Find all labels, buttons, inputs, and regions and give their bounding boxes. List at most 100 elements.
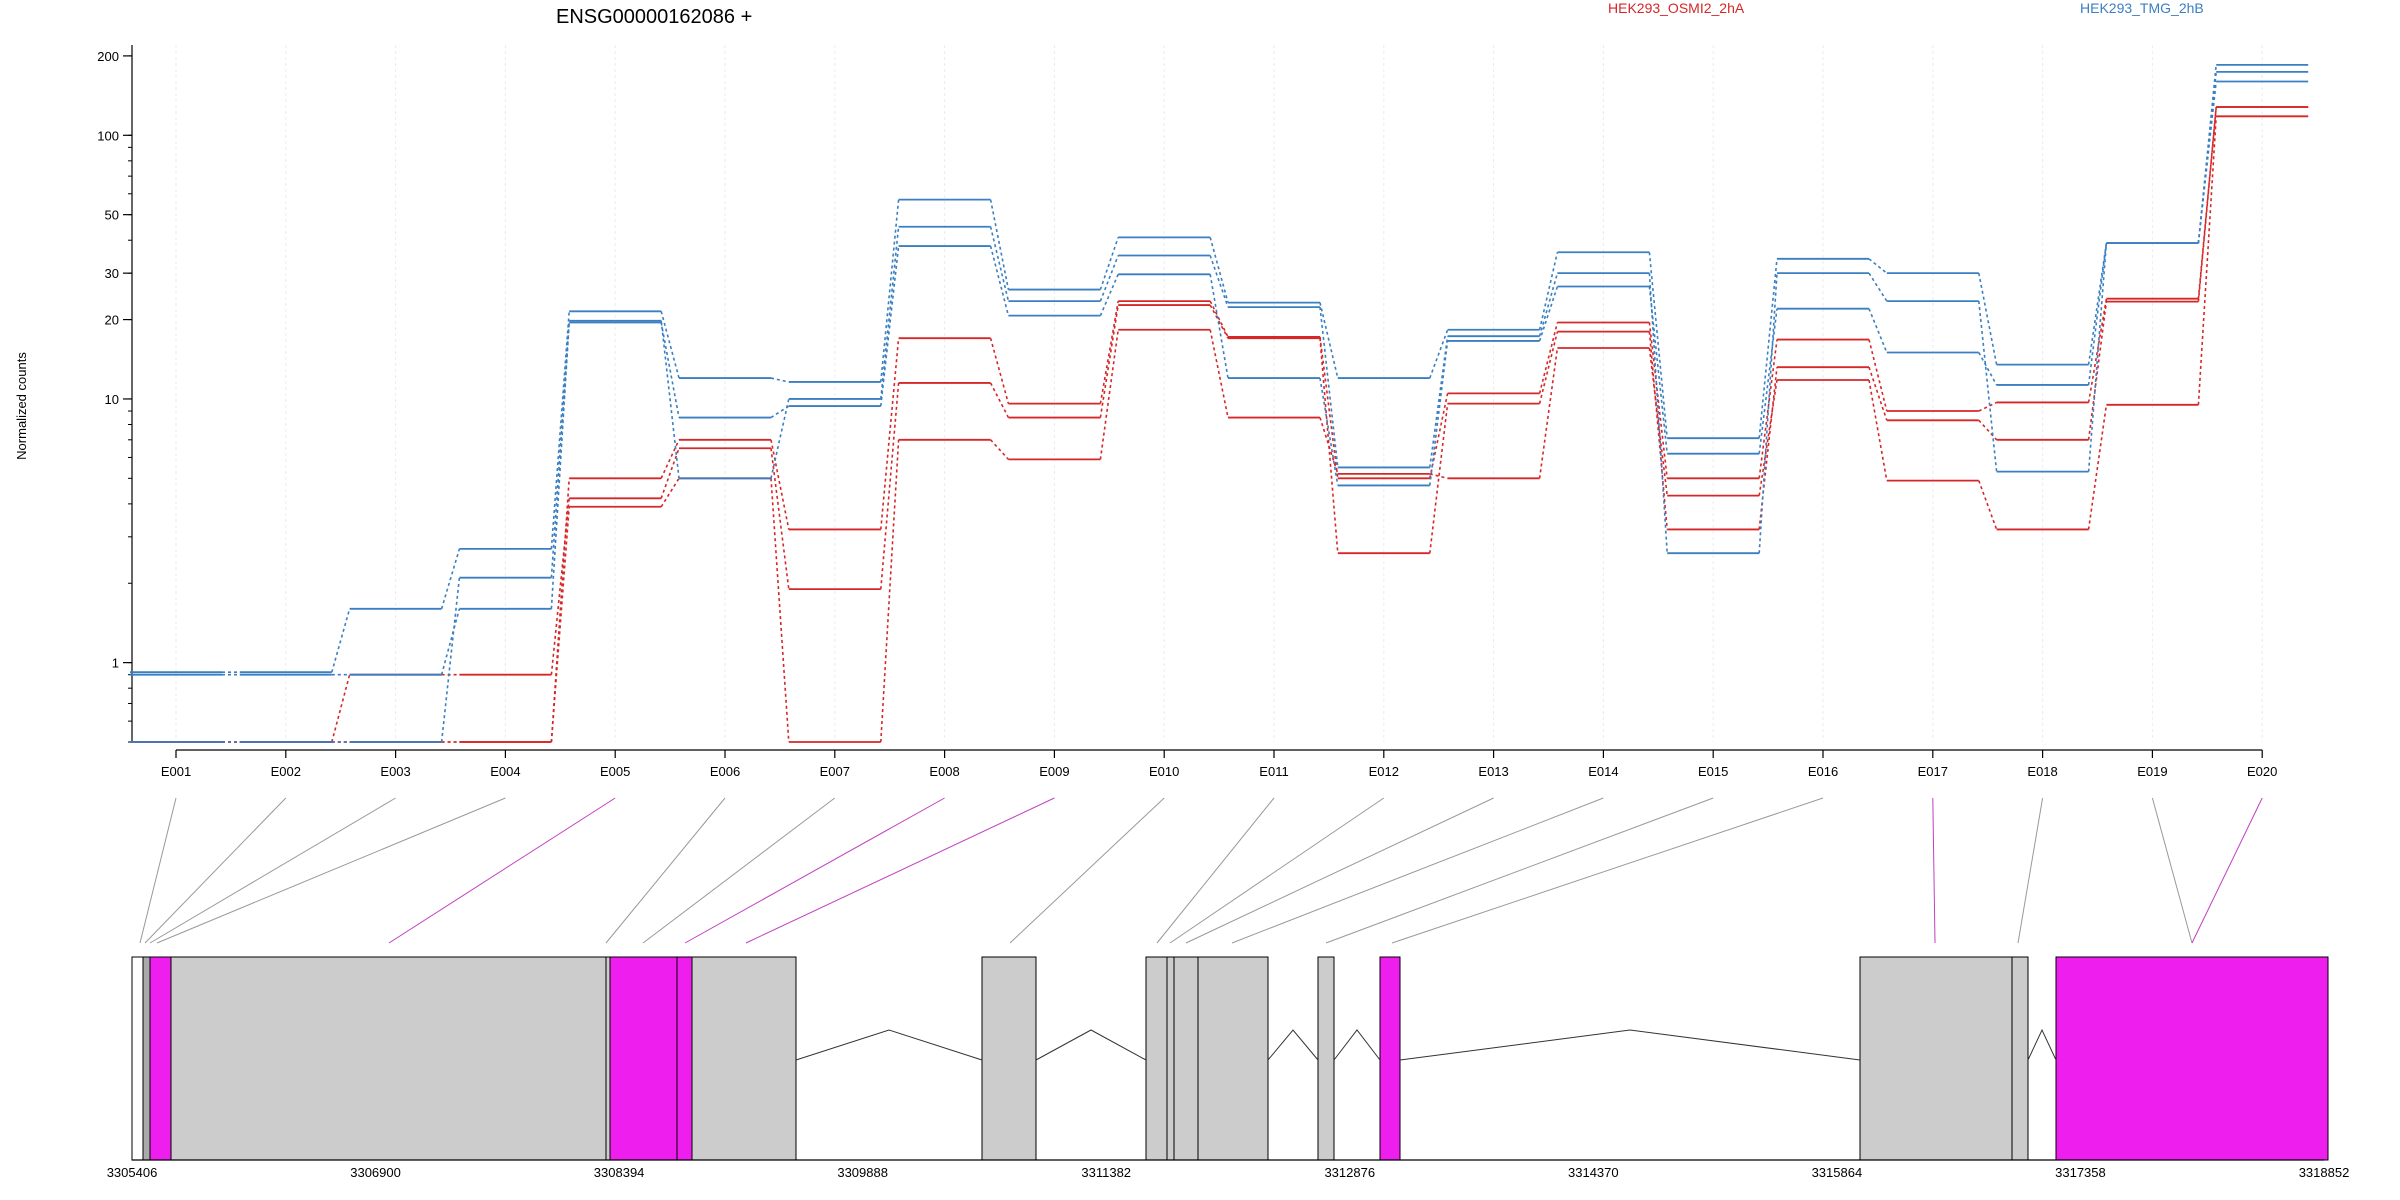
series-transition [1978,401,1997,412]
y-tick-label: 10 [105,392,119,407]
series-transition [989,199,1010,290]
exon-box [1197,956,1269,1161]
x-tick-label: E013 [1478,764,1508,779]
exon-connector [605,797,726,944]
exon-box [1379,956,1401,1161]
intron-line [1399,1029,1861,1061]
x-tick-label: E011 [1259,764,1288,779]
x-tick-label: E016 [1808,764,1838,779]
x-tick-label: E017 [1918,764,1948,779]
exon-connector [1932,797,1936,944]
y-tick-label: 20 [105,313,119,328]
y-tick-label: 50 [105,208,119,223]
series-transition [440,548,461,610]
x-tick-label: E018 [2027,764,2057,779]
series-transition [770,398,790,479]
series-transition [1758,273,1778,554]
series-transition [1648,347,1668,496]
genome-tick-label: 3317358 [2055,1165,2106,1180]
series-transition [1978,273,1998,365]
series-transition [1538,322,1559,394]
series-transition [880,199,900,383]
exon-connector [149,797,396,944]
y-tick-label: 200 [97,49,119,64]
y-tick-label: 30 [105,266,119,281]
series-transition [1648,252,1668,439]
x-tick-label: E009 [1039,764,1069,779]
exon-connector [144,797,287,944]
exon-connector [388,797,616,944]
series-transition [2197,106,2217,302]
series-transition [1538,272,1559,337]
series-transition [2197,106,2217,299]
genome-tick-label: 3312876 [1324,1165,1375,1180]
series-transition [1648,322,1668,479]
series-transition [660,322,680,418]
series-transition [1538,331,1559,404]
exon-box [1859,956,2013,1161]
exon-box [691,956,797,1161]
x-tick-label: E006 [710,764,740,779]
series-transition [1099,273,1119,316]
series-transition [1319,417,1339,475]
series-transition [660,320,680,479]
series-3 [130,115,2309,743]
series-transition [1868,379,1888,481]
series-transition [1429,329,1449,379]
series-4 [130,63,2309,674]
genome-tick-label: 3306900 [350,1165,401,1180]
x-tick-label: E010 [1149,764,1179,779]
genome-tick-label: 3305406 [107,1165,158,1180]
series-transition [1429,393,1449,479]
series-transition [1538,347,1559,479]
genome-tick-label: 3309888 [837,1165,888,1180]
exon-box [2055,956,2329,1161]
x-tick-label: E005 [600,764,630,779]
series-transition [880,226,900,400]
x-axis: E001 E002 E003 E004 E005 E006 E007 E008 E009 E010… [161,749,2277,779]
series-transition [2197,116,2217,405]
exon-connector [1156,797,1275,944]
y-axis-label: Normalized counts [14,352,29,460]
series-transition [1978,419,1998,441]
series-transition [990,439,1009,460]
exon-connector [2017,797,2044,944]
genome-tick-label: 3311382 [1081,1165,1131,1180]
x-tick-label: E007 [820,764,850,779]
series-transition [1319,307,1339,468]
series-transition [770,478,790,743]
series-transition [1209,237,1229,303]
exon-connector [139,797,177,944]
series-transition [1099,300,1119,404]
exon-connectors [139,797,2263,944]
series-transition [550,320,570,578]
series-transition [1209,255,1229,308]
series-transition [880,245,900,407]
series-transition [1429,336,1449,468]
exon-connector [2191,797,2263,944]
series-transition [1758,258,1778,439]
series-transition [1978,352,1998,386]
chart-title: ENSG00000162086 + [556,6,752,28]
series-transition [1648,273,1668,554]
exon-box [149,956,172,1161]
exon-box [1173,956,1199,1161]
intron-line [1333,1029,1381,1061]
gridlines [175,45,2263,742]
exon-connector [1391,797,1824,944]
x-tick-label: E008 [929,764,959,779]
exon-box [2011,956,2029,1161]
exon-connector [1325,797,1714,944]
series-transition [770,377,789,383]
series-transition [1978,480,1998,530]
series-transition [989,245,1010,316]
series-transition [1538,252,1559,330]
series-transition [1319,302,1339,379]
series-transition [2197,81,2217,244]
series-transition [660,448,680,499]
series-transition [1758,308,1778,454]
intron-line [1035,1029,1147,1061]
x-tick-label: E003 [380,764,410,779]
exon-connector [156,797,506,944]
x-tick-label: E002 [271,764,301,779]
